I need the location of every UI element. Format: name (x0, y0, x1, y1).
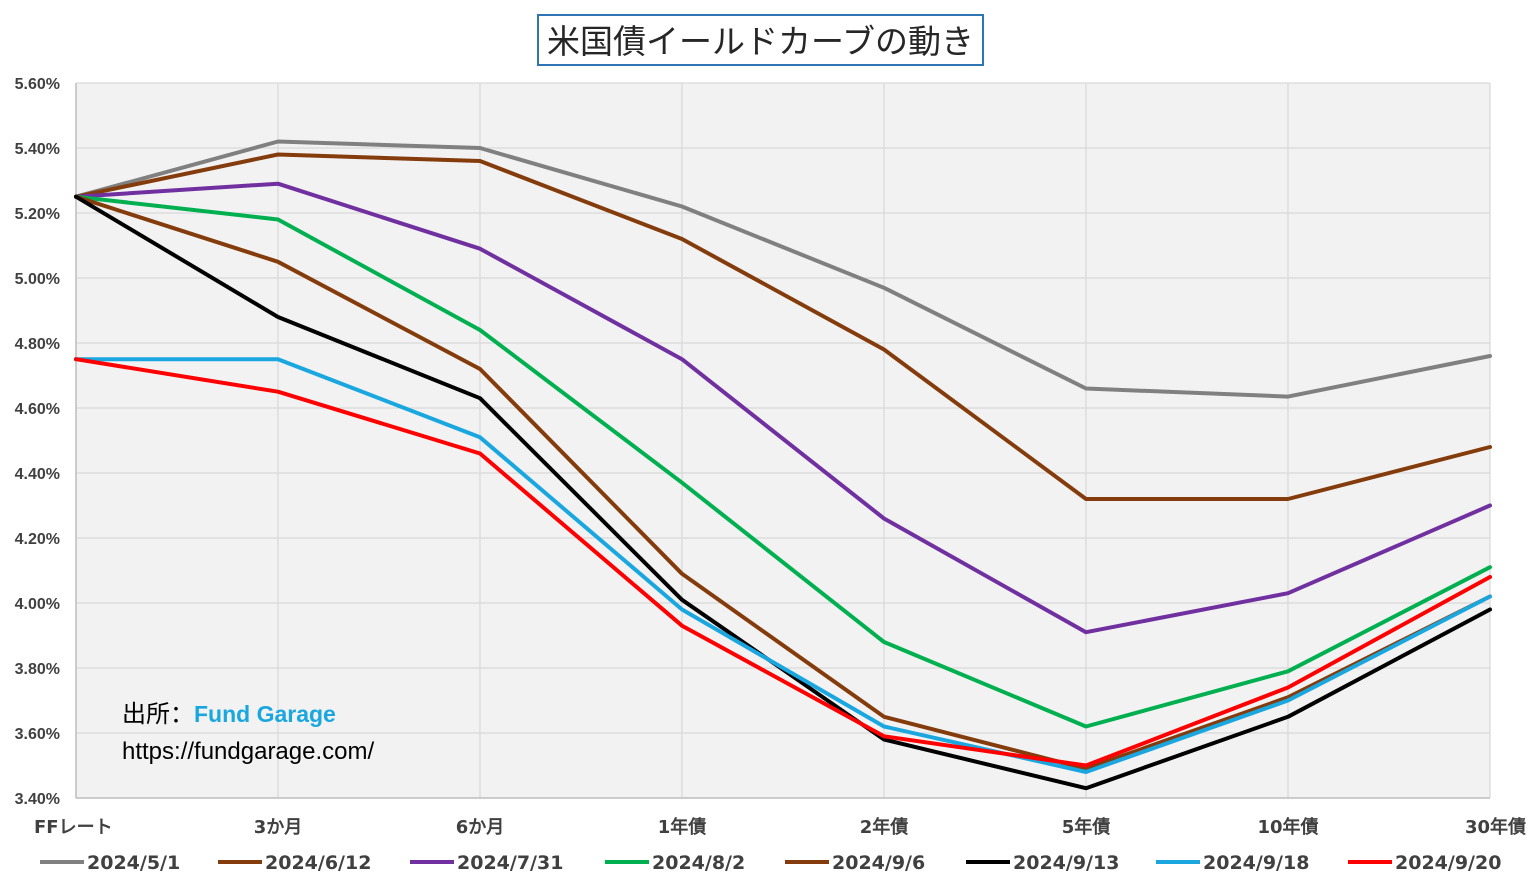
legend-label: 2024/7/31 (457, 852, 563, 874)
series-line-2024-9-20 (74, 357, 1492, 768)
series-line-2024-8-2 (74, 194, 1492, 729)
x-tick-label: 2年債 (860, 816, 909, 838)
y-tick-label: 4.60% (15, 401, 60, 418)
source-attribution: 出所：Fund Garage (122, 694, 336, 729)
series-line-2024-7-31 (74, 181, 1492, 635)
series-line-2024-5-1 (74, 139, 1492, 399)
series-line-2024-6-12 (74, 152, 1492, 501)
y-tick-label: 5.40% (15, 141, 60, 158)
y-tick-label: 5.60% (15, 76, 60, 93)
source-label: 出所： (122, 700, 194, 728)
x-tick-label: 6か月 (456, 817, 505, 838)
y-tick-label: 4.20% (15, 531, 60, 548)
legend-label: 2024/9/18 (1203, 852, 1309, 874)
x-tick-label: 30年債 (1465, 816, 1526, 838)
source-url: https://fundgarage.com/ (122, 738, 375, 765)
legend-label: 2024/9/13 (1013, 852, 1119, 874)
axes: 3.40% 3.60% 3.80% 4.00% 4.20% 4.40% 4.60% 4.80%… (15, 76, 1526, 838)
legend-label: 2024/6/12 (265, 852, 371, 874)
legend-label: 2024/9/6 (832, 852, 925, 874)
legend: 2024/5/1 2024/6/12 2024/7/31 2024/8/2 2024/9… (40, 852, 1501, 874)
x-tick-label: 3か月 (254, 817, 303, 838)
chart-title: 米国債イールドカーブの動き (537, 14, 985, 66)
y-tick-label: 4.80% (15, 336, 60, 353)
x-tick-label: 10年債 (1257, 816, 1318, 838)
legend-label: 2024/5/1 (87, 852, 180, 874)
source-name: Fund Garage (194, 701, 336, 727)
y-tick-label: 3.60% (15, 726, 60, 743)
x-tick-label: FFレート (34, 817, 113, 838)
y-tick-label: 5.00% (15, 271, 60, 288)
y-tick-label: 4.00% (15, 596, 60, 613)
y-tick-label: 3.80% (15, 661, 60, 678)
x-tick-label: 1年債 (658, 816, 707, 838)
y-tick-label: 4.40% (15, 466, 60, 483)
y-tick-label: 5.20% (15, 206, 60, 223)
series-lines (74, 139, 1492, 791)
y-tick-label: 3.40% (15, 791, 60, 808)
series-line-2024-9-18 (74, 357, 1492, 774)
x-tick-label: 5年債 (1062, 816, 1111, 838)
series-line-2024-9-6 (74, 194, 1492, 771)
legend-label: 2024/8/2 (652, 852, 745, 874)
legend-label: 2024/9/20 (1395, 852, 1501, 874)
